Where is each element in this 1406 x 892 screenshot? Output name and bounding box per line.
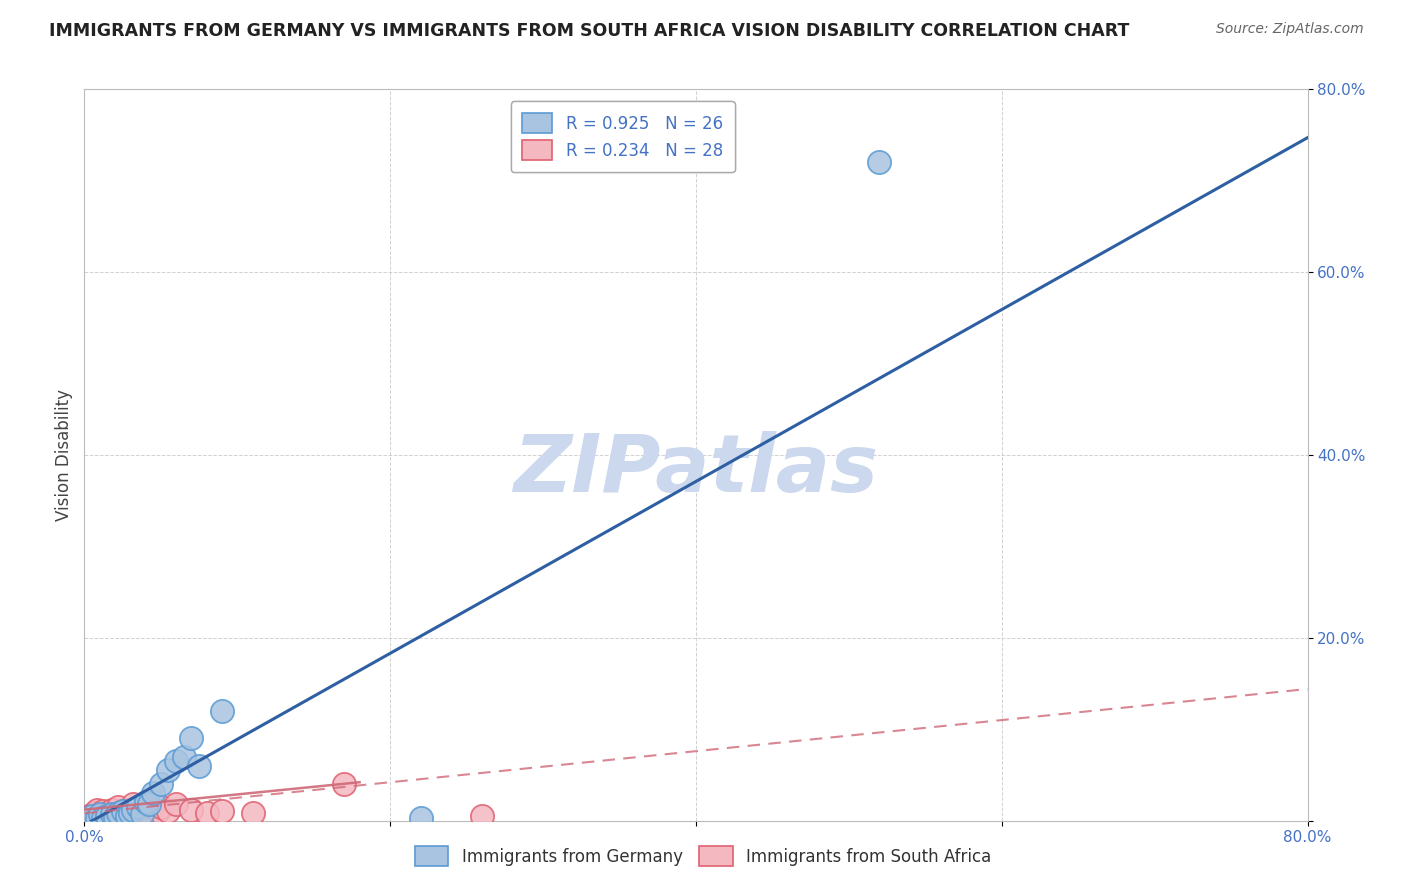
Text: ZIPatlas: ZIPatlas bbox=[513, 431, 879, 508]
Point bbox=[142, 786, 165, 800]
Point bbox=[173, 749, 195, 764]
Point bbox=[165, 754, 187, 768]
Point bbox=[96, 806, 118, 821]
Point bbox=[83, 806, 105, 821]
Point bbox=[180, 803, 202, 817]
Text: Source: ZipAtlas.com: Source: ZipAtlas.com bbox=[1216, 22, 1364, 37]
Point bbox=[107, 800, 129, 814]
Point bbox=[111, 805, 134, 819]
Point bbox=[115, 806, 138, 821]
Point bbox=[89, 809, 111, 823]
Point bbox=[211, 704, 233, 718]
Point bbox=[111, 805, 134, 819]
Point bbox=[131, 807, 153, 822]
Point bbox=[101, 807, 124, 822]
Point bbox=[149, 777, 172, 791]
Point bbox=[195, 806, 218, 821]
Point bbox=[127, 800, 149, 814]
Point bbox=[101, 803, 124, 817]
Point bbox=[77, 809, 100, 823]
Point bbox=[471, 809, 494, 823]
Point bbox=[333, 777, 356, 791]
Point bbox=[122, 797, 145, 812]
Legend: Immigrants from Germany, Immigrants from South Africa: Immigrants from Germany, Immigrants from… bbox=[406, 838, 1000, 875]
Point bbox=[135, 796, 157, 810]
Point bbox=[157, 764, 180, 778]
Point bbox=[89, 807, 111, 822]
Point bbox=[96, 809, 118, 823]
Point bbox=[86, 803, 108, 817]
Point bbox=[107, 806, 129, 821]
Point bbox=[138, 797, 160, 812]
Point bbox=[138, 806, 160, 821]
Point bbox=[115, 809, 138, 823]
Point bbox=[131, 800, 153, 814]
Point bbox=[180, 731, 202, 746]
Point bbox=[135, 803, 157, 817]
Point bbox=[127, 805, 149, 819]
Point bbox=[142, 796, 165, 810]
Point bbox=[80, 809, 103, 823]
Point bbox=[120, 806, 142, 821]
Legend: R = 0.925   N = 26, R = 0.234   N = 28: R = 0.925 N = 26, R = 0.234 N = 28 bbox=[510, 101, 734, 172]
Point bbox=[122, 803, 145, 817]
Point bbox=[242, 806, 264, 821]
Point bbox=[86, 811, 108, 825]
Point bbox=[211, 805, 233, 819]
Point bbox=[146, 805, 169, 819]
Point bbox=[91, 805, 114, 819]
Text: IMMIGRANTS FROM GERMANY VS IMMIGRANTS FROM SOUTH AFRICA VISION DISABILITY CORREL: IMMIGRANTS FROM GERMANY VS IMMIGRANTS FR… bbox=[49, 22, 1129, 40]
Point bbox=[149, 800, 172, 814]
Point bbox=[120, 803, 142, 817]
Y-axis label: Vision Disability: Vision Disability bbox=[55, 389, 73, 521]
Point bbox=[104, 810, 127, 824]
Point bbox=[188, 758, 211, 772]
Point bbox=[157, 805, 180, 819]
Point bbox=[409, 811, 432, 825]
Point bbox=[165, 797, 187, 812]
Point bbox=[91, 811, 114, 825]
Point bbox=[869, 155, 891, 169]
Point bbox=[104, 807, 127, 822]
